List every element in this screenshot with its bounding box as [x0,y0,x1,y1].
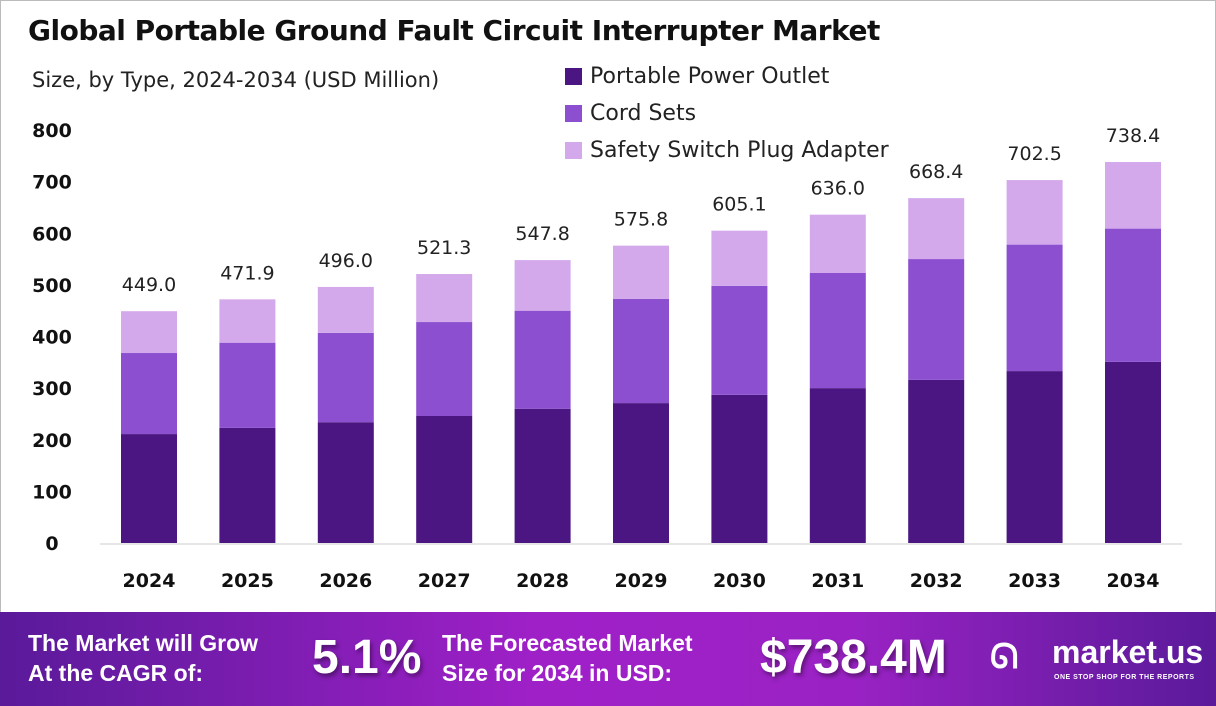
bar-chart: 0 100 200 300 400 500 600 700 800 449.0 2024 471.9 2… [32,120,1182,592]
legend-item: Portable Power Outlet [565,58,889,95]
y-tick-label: 100 [32,481,72,503]
y-tick-label: 700 [32,172,72,194]
x-tick-label: 2033 [1008,570,1061,592]
bar-segment [1105,361,1161,543]
cagr-label: The Market will Grow At the CAGR of: [28,628,258,688]
bar-segment [416,416,473,543]
bar-segment [809,214,866,274]
bar-segment [317,286,374,333]
x-tick-label: 2026 [319,570,372,592]
bar-segment [809,388,866,543]
cagr-label-line: At the CAGR of: [28,660,204,686]
legend-label: Portable Power Outlet [590,64,830,89]
data-label: 605.1 [712,194,766,216]
bar-segment [711,394,768,543]
x-tick-label: 2032 [910,570,963,592]
x-tick-label: 2024 [123,570,176,592]
legend-item: Cord Sets [565,95,889,132]
bar-segment [908,379,965,543]
bar-segment [1105,162,1161,229]
forecast-value: $738.4M [760,631,947,684]
forecast-label-line: Size for 2034 in USD: [442,660,673,686]
legend-item: Safety Switch Plug Adapter [565,132,889,169]
data-label: 738.4 [1106,125,1160,147]
bar-segment [121,311,177,354]
y-tick-label: 200 [32,430,72,452]
forecast-label-line: The Forecasted Market [442,630,693,656]
x-tick-label: 2027 [418,570,471,592]
x-tick-label: 2028 [516,570,569,592]
data-label: 636.0 [811,178,865,200]
bar-segment [317,332,374,423]
data-label: 471.9 [220,262,274,284]
bar-segment [416,274,473,323]
bar-segment [809,273,866,389]
data-label: 496.0 [319,250,373,272]
bar-segment [514,408,571,543]
chart-subtitle: Size, by Type, 2024-2034 (USD Million) [32,68,440,92]
bar-segment [121,353,177,435]
bar-segment [908,259,965,380]
bar-segment [416,322,473,417]
logo-tagline: ONE STOP SHOP FOR THE REPORTS [1054,674,1195,681]
forecast-label: The Forecasted Market Size for 2034 in US… [442,628,693,688]
bar-segment [1006,371,1063,543]
cagr-value: 5.1% [312,631,422,684]
bar-segment [317,422,374,543]
x-tick-label: 2029 [615,570,668,592]
bar-segment [613,245,669,299]
bar-segment [711,230,768,286]
data-label: 575.8 [614,209,668,231]
footer-banner: The Market will Grow At the CAGR of: 5.1%… [0,612,1216,706]
bar-segment [219,342,276,428]
x-tick-label: 2030 [713,570,766,592]
bar-segment [1006,180,1063,245]
data-label: 668.4 [909,161,963,183]
x-tick-label: 2031 [811,570,864,592]
chart-title: Global Portable Ground Fault Circuit Int… [28,14,880,47]
bar-segment [514,260,571,311]
legend-swatch [565,105,582,122]
bar-segment [613,298,669,404]
data-label: 521.3 [417,237,471,259]
legend-swatch [565,68,582,85]
y-tick-label: 0 [45,533,58,555]
y-tick-label: 600 [32,223,72,245]
logo-name: market.us [1052,634,1204,670]
bar-segment [219,427,276,543]
data-label: 547.8 [515,223,569,245]
bar-segment [514,310,571,409]
legend-label: Safety Switch Plug Adapter [590,138,889,163]
bar-segment [908,198,965,260]
y-tick-label: 300 [32,378,72,400]
cagr-label-line: The Market will Grow [28,630,259,656]
y-tick-label: 400 [32,327,72,349]
x-tick-label: 2025 [221,570,274,592]
bar-segment [613,403,669,543]
data-label: 702.5 [1007,143,1061,165]
bar-segment [711,285,768,395]
bar-segment [219,299,276,343]
x-tick-label: 2034 [1107,570,1160,592]
legend-swatch [565,142,582,159]
bar-segment [1105,228,1161,362]
legend: Portable Power Outlet Cord Sets Safety S… [565,58,889,169]
logo-icon: ᘏ [990,638,1019,676]
bar-segment [121,434,177,543]
legend-label: Cord Sets [590,101,697,126]
y-tick-label: 500 [32,275,72,297]
data-label: 449.0 [122,274,176,296]
y-tick-label: 800 [32,120,72,142]
bar-segment [1006,244,1063,372]
